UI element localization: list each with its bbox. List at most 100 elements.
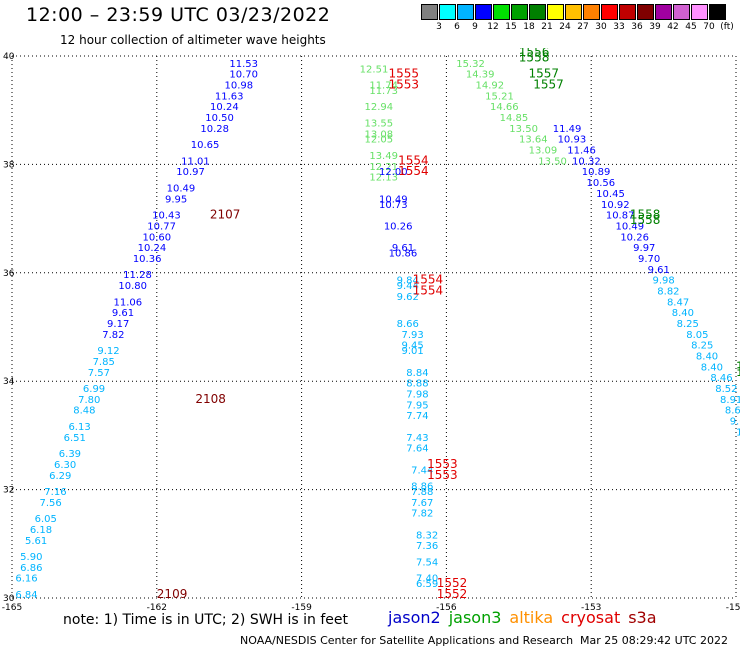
data-label: 12.94 <box>365 102 394 113</box>
data-label: 12.21 <box>369 162 398 173</box>
data-label: 10.50 <box>205 113 234 124</box>
pass-label: 1558 <box>519 50 550 64</box>
legend-swatch <box>511 4 528 20</box>
legend-label: 30 <box>595 22 607 32</box>
data-label: 7.74 <box>406 411 428 422</box>
data-label: 5.61 <box>25 536 47 547</box>
data-label: 9.95 <box>165 194 187 205</box>
page-subtitle: 12 hour collection of altimeter wave hei… <box>60 33 326 47</box>
legend-swatch <box>601 4 618 20</box>
data-label: 10.26 <box>620 232 649 243</box>
data-label: 12.05 <box>365 135 394 146</box>
pass-label: 1557 <box>528 67 559 81</box>
legend-label: 45 <box>685 22 697 32</box>
data-label: 9.97 <box>633 243 655 254</box>
satellite-jason2: jason2 <box>388 608 441 627</box>
data-label: 10.65 <box>191 140 220 151</box>
data-label: 7.64 <box>406 444 428 455</box>
data-label: 7.67 <box>411 498 433 509</box>
data-label: 10.28 <box>200 124 229 135</box>
legend-swatch <box>637 4 654 20</box>
pass-label: 1557 <box>533 78 564 92</box>
data-label: 8.25 <box>677 319 699 330</box>
legend-swatch <box>457 4 474 20</box>
data-label: 9.62 <box>397 292 419 303</box>
data-label: 8.40 <box>696 352 718 363</box>
data-label: 14.66 <box>490 102 519 113</box>
y-tick-label: 34 <box>3 377 15 387</box>
data-label: 8.32 <box>416 530 438 541</box>
pass-label: 1553 <box>427 457 458 471</box>
data-label: 10.97 <box>176 167 205 178</box>
data-label: 8.66 <box>725 406 740 417</box>
x-tick-label: -159 <box>291 603 312 612</box>
data-label: 6.05 <box>35 514 57 525</box>
pass-label: 2108 <box>195 392 226 406</box>
data-label: 12.51 <box>360 64 389 75</box>
x-tick-label: -150 <box>726 603 740 612</box>
data-label: 9.61 <box>648 265 670 276</box>
data-label: 14.92 <box>476 81 505 92</box>
data-label: 10.86 <box>389 249 418 260</box>
data-label: 8.25 <box>691 341 713 352</box>
data-label: 6.59 <box>416 579 438 590</box>
x-tick-label: -162 <box>147 603 167 612</box>
legend-swatch <box>421 4 438 20</box>
legend-label: 21 <box>541 22 553 32</box>
pass-label: 1559 <box>736 359 740 373</box>
data-label: 10.43 <box>152 211 181 222</box>
legend-swatch <box>691 4 708 20</box>
data-label: 9.01 <box>401 346 423 357</box>
data-label: 6.30 <box>54 460 76 471</box>
data-label: 11.49 <box>553 124 582 135</box>
data-label: 8.88 <box>406 379 428 390</box>
data-label: 7.36 <box>416 541 438 552</box>
legend-swatch <box>475 4 492 20</box>
data-label: 7.88 <box>411 487 433 498</box>
data-label: 11.74 <box>369 81 398 92</box>
y-tick-label: 40 <box>3 52 15 62</box>
data-label: 12.13 <box>369 173 398 184</box>
legend-swatch <box>709 4 726 20</box>
data-label: 8.91 <box>720 395 740 406</box>
data-label: 14.85 <box>500 113 529 124</box>
pass-label: 1552 <box>437 576 468 590</box>
data-label: 11.01 <box>181 156 210 167</box>
data-label: 10.49 <box>615 221 644 232</box>
pass-label: 1552 <box>437 587 468 601</box>
data-label: 15.32 <box>456 59 485 70</box>
data-label: 7.40 <box>416 574 438 585</box>
data-label: 10.89 <box>582 167 611 178</box>
data-label: 6.84 <box>15 590 37 601</box>
data-label: 9.12 <box>97 346 119 357</box>
legend-label: 33 <box>613 22 625 32</box>
data-label: 11.46 <box>567 146 596 157</box>
data-label: 8.46 <box>710 373 732 384</box>
data-label: 9.44 <box>397 281 419 292</box>
data-label: 7.56 <box>39 498 61 509</box>
data-label: 11.73 <box>369 86 398 97</box>
data-label: 12.00 <box>379 167 408 178</box>
data-label: 6.29 <box>49 471 71 482</box>
pass-label: 2109 <box>157 587 188 601</box>
data-label: 7.80 <box>78 395 100 406</box>
data-label: 8.82 <box>657 286 679 297</box>
data-label: 10.73 <box>379 200 408 211</box>
legend-swatch <box>529 4 546 20</box>
data-label: 7.82 <box>102 330 124 341</box>
data-label: 13.55 <box>365 118 394 129</box>
legend-label: 39 <box>649 22 661 32</box>
data-label: 11.53 <box>229 59 258 70</box>
data-label: 9.70 <box>638 254 660 265</box>
data-label: 10.26 <box>384 221 413 232</box>
legend-swatch <box>673 4 690 20</box>
x-tick-label: -156 <box>436 603 457 612</box>
y-tick-label: 36 <box>3 269 15 279</box>
data-label: 6.99 <box>83 384 105 395</box>
x-tick-label: -165 <box>2 603 22 612</box>
data-label: 9.98 <box>652 276 674 287</box>
data-label: 10.77 <box>147 221 176 232</box>
legend-label: 18 <box>523 22 535 32</box>
data-label: 8.84 <box>406 368 428 379</box>
legend-label: 24 <box>559 22 571 32</box>
